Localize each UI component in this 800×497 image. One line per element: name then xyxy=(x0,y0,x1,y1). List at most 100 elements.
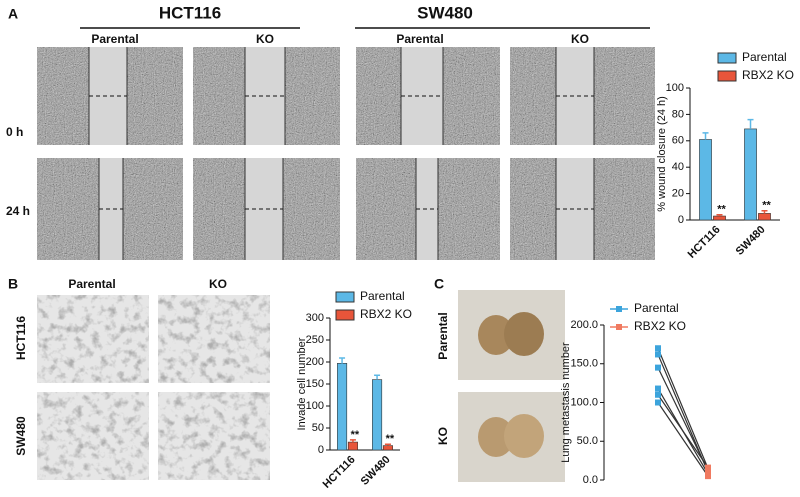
y-tick-label: 100 xyxy=(306,400,324,412)
panel-label: C xyxy=(434,276,444,292)
y-tick-label: 250 xyxy=(306,334,324,346)
column-label: Parental xyxy=(68,277,115,291)
panel-label: B xyxy=(8,276,18,292)
bar xyxy=(382,445,393,451)
legend-label: Parental xyxy=(634,301,679,315)
error-bar xyxy=(384,443,391,446)
wound-gap xyxy=(556,47,594,145)
point xyxy=(705,473,711,480)
legend-swatch xyxy=(335,309,355,321)
legend-marker xyxy=(616,324,622,330)
group-label: HCT116 xyxy=(159,3,221,22)
y-tick-label: 200 xyxy=(306,356,324,368)
y-tick-label: 20 xyxy=(672,188,684,200)
row-label: KO xyxy=(436,427,450,445)
micrograph-texture xyxy=(37,295,149,383)
legend-label: Parental xyxy=(360,289,405,303)
error-bar xyxy=(702,132,709,140)
row-label: 24 h xyxy=(6,204,30,218)
row-label: 0 h xyxy=(6,125,23,139)
pair-line xyxy=(657,367,709,471)
row-label: SW480 xyxy=(14,416,28,456)
wound-gap xyxy=(245,47,285,145)
pair-line xyxy=(657,394,709,468)
column-label: KO xyxy=(209,277,227,291)
y-tick-label: 100 xyxy=(666,82,684,94)
y-tick-label: 0.0 xyxy=(583,474,598,486)
bar xyxy=(744,128,757,221)
wound-gap xyxy=(245,158,283,260)
legend-swatch xyxy=(717,52,737,64)
column-label: KO xyxy=(256,32,274,46)
row-label: HCT116 xyxy=(14,316,28,360)
legend-label: Parental xyxy=(742,50,787,64)
bar xyxy=(758,213,771,221)
y-tick-label: 100.0 xyxy=(570,396,598,408)
pair-line xyxy=(657,348,709,469)
error-bar xyxy=(716,213,723,217)
bar xyxy=(372,379,383,451)
point xyxy=(655,351,661,358)
wound-gap xyxy=(556,158,594,260)
bar xyxy=(713,215,726,221)
y-axis-title: Invade cell number xyxy=(296,337,308,430)
x-tick-label: SW480 xyxy=(359,454,393,488)
y-tick-label: 200.0 xyxy=(570,319,598,331)
lung xyxy=(504,312,544,356)
column-label: KO xyxy=(571,32,589,46)
bar xyxy=(347,441,358,451)
x-tick-label: SW480 xyxy=(734,224,768,258)
point xyxy=(655,364,661,371)
point xyxy=(705,464,711,471)
legend-label: RBX2 KO xyxy=(634,319,686,333)
column-label: Parental xyxy=(396,32,443,46)
point xyxy=(655,391,661,398)
y-tick-label: 150.0 xyxy=(570,358,598,370)
error-bar xyxy=(339,357,346,364)
error-bar xyxy=(747,118,754,129)
y-axis-title: Lung metastasis number xyxy=(560,342,572,463)
lung xyxy=(478,315,514,355)
micrograph-texture xyxy=(158,295,270,383)
row-label: Parental xyxy=(436,312,450,359)
column-label: Parental xyxy=(91,32,138,46)
y-tick-label: 50.0 xyxy=(577,435,598,447)
significance: ** xyxy=(762,200,771,212)
lung xyxy=(478,417,514,457)
x-tick-label: HCT116 xyxy=(686,224,723,261)
lung xyxy=(504,414,544,458)
pair-line xyxy=(657,402,709,477)
micrograph-texture xyxy=(158,392,270,480)
error-bar xyxy=(374,374,381,380)
point xyxy=(705,467,711,474)
legend-label: RBX2 KO xyxy=(360,307,412,321)
y-tick-label: 0 xyxy=(678,214,684,226)
panel-label: A xyxy=(8,6,18,22)
micrograph-texture xyxy=(37,392,149,480)
significance: ** xyxy=(386,433,395,445)
y-tick-label: 80 xyxy=(672,108,684,120)
wound-gap xyxy=(89,47,127,145)
significance: ** xyxy=(717,204,726,216)
legend-label: RBX2 KO xyxy=(742,68,794,82)
legend-swatch xyxy=(335,291,355,303)
y-tick-label: 300 xyxy=(306,312,324,324)
y-tick-label: 60 xyxy=(672,135,684,147)
error-bar xyxy=(761,210,768,214)
error-bar xyxy=(349,439,356,443)
bar xyxy=(699,139,712,221)
group-label: SW480 xyxy=(417,3,473,22)
y-tick-label: 50 xyxy=(312,422,324,434)
legend-swatch xyxy=(717,70,737,82)
point xyxy=(655,399,661,406)
x-tick-label: HCT116 xyxy=(321,454,358,491)
significance: ** xyxy=(351,429,360,441)
y-axis-title: % wound closure (24 h) xyxy=(656,96,668,212)
y-tick-label: 0 xyxy=(318,444,324,456)
y-tick-label: 40 xyxy=(672,161,684,173)
y-tick-label: 150 xyxy=(306,378,324,390)
point xyxy=(655,385,661,392)
point xyxy=(655,345,661,352)
bar xyxy=(337,363,348,451)
